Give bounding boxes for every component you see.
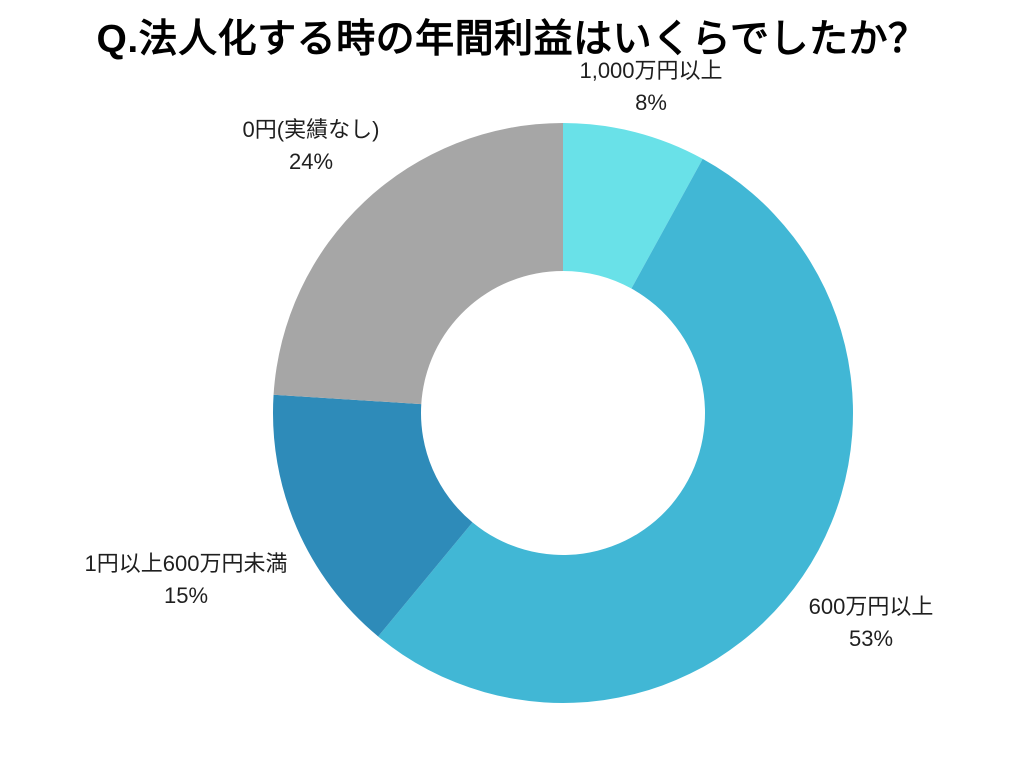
segment-label-text: 600万円以上: [808, 594, 934, 619]
segment-label-1000man-plus: 1,000万円以上 8%: [579, 55, 722, 119]
segment-label-text: 1,000万円以上: [579, 58, 723, 83]
donut-segment-2: [272, 394, 473, 637]
segment-label-pct: 24%: [288, 149, 334, 174]
chart-title: Q.法人化する時の年間利益はいくらでしたか？: [96, 18, 928, 61]
segment-label-pct: 15%: [163, 583, 209, 608]
segment-label-1yen-to-600man: 1円以上600万円未満 15%: [85, 548, 288, 612]
segment-label-pct: 53%: [848, 626, 894, 651]
donut-segment-0: [563, 123, 703, 289]
segment-label-600man-plus: 600万円以上 53%: [809, 591, 934, 655]
donut-segment-1: [378, 158, 853, 703]
segment-label-text: 1円以上600万円未満: [84, 551, 288, 576]
segment-label-zero-yen: 0円(実績なし) 24%: [243, 114, 380, 178]
donut-segment-3: [273, 123, 563, 405]
segment-label-pct: 8%: [635, 90, 667, 115]
segment-label-text: 0円(実績なし): [242, 117, 380, 142]
